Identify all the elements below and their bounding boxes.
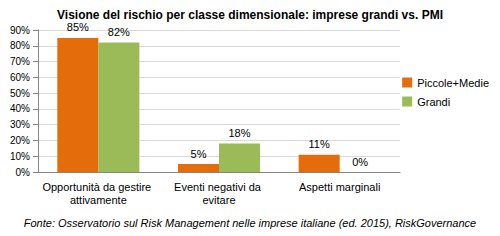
svg-text:attivamente: attivamente (70, 194, 127, 206)
svg-text:18%: 18% (228, 127, 250, 139)
svg-text:Eventi negativi da: Eventi negativi da (174, 181, 264, 193)
svg-text:0%: 0% (16, 167, 31, 178)
svg-text:Piccole+Medie: Piccole+Medie (417, 77, 489, 89)
svg-text:80%: 80% (10, 40, 30, 51)
svg-text:90%: 90% (10, 25, 30, 36)
svg-text:40%: 40% (10, 103, 30, 114)
svg-text:20%: 20% (10, 135, 30, 146)
svg-text:Visione del rischio per classe: Visione del rischio per classe dimension… (57, 8, 443, 22)
svg-text:50%: 50% (10, 88, 30, 99)
svg-text:5%: 5% (191, 148, 207, 160)
svg-text:85%: 85% (67, 21, 89, 33)
svg-text:30%: 30% (10, 119, 30, 130)
svg-text:70%: 70% (10, 56, 30, 67)
svg-text:60%: 60% (10, 72, 30, 83)
svg-text:82%: 82% (108, 26, 130, 38)
svg-text:Aspetti marginali: Aspetti marginali (299, 181, 380, 193)
svg-text:evitare: evitare (202, 194, 235, 206)
svg-text:10%: 10% (10, 151, 30, 162)
svg-text:Opportunità da gestire: Opportunità da gestire (42, 181, 154, 193)
svg-text:0%: 0% (352, 156, 368, 168)
svg-text:Grandi: Grandi (417, 96, 450, 108)
svg-text:11%: 11% (309, 138, 330, 150)
svg-text:Fonte: Osservatorio sul Risk M: Fonte: Osservatorio sul Risk Management … (24, 217, 476, 229)
